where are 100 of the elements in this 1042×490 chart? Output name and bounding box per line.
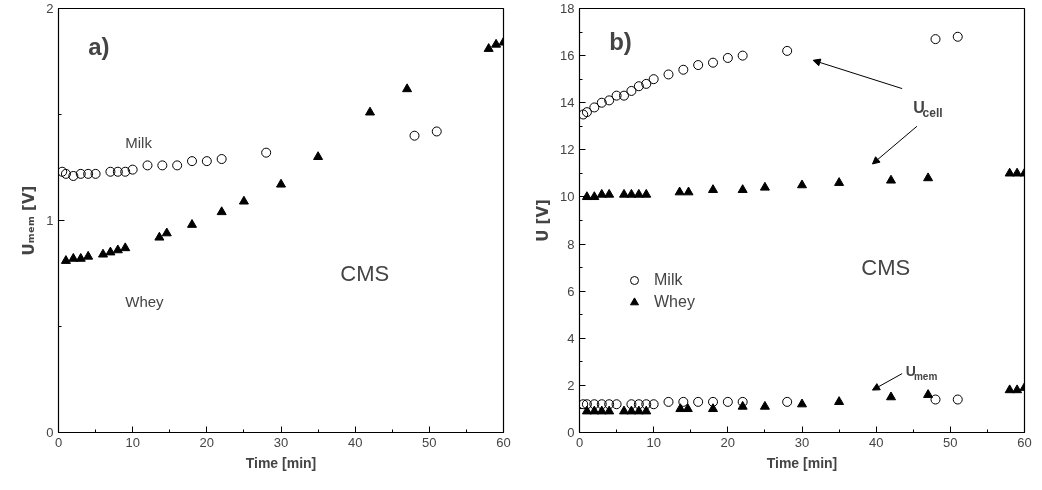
point [216,206,227,216]
point [952,31,963,42]
point [952,394,963,405]
point [201,156,212,167]
point [923,172,934,182]
x-tick-label: 50 [422,434,437,450]
x-tick-label: 60 [496,434,511,450]
y-tick-label: 8 [567,236,575,252]
point [722,52,733,63]
y-tick-label: 1 [46,213,54,228]
y-tick-label: 2 [46,1,54,16]
point [641,78,652,89]
point [157,160,168,171]
y-tick-label: 2 [567,377,575,393]
point [641,188,652,198]
x-tick-label: 30 [273,434,289,450]
point [797,398,807,408]
point [923,389,934,398]
point [596,97,607,108]
y-tick-label: 18 [560,1,575,16]
point [187,219,197,228]
point [409,130,420,141]
point [782,45,793,56]
point [431,126,442,137]
point [75,168,86,179]
point [238,195,249,205]
point [83,168,94,179]
x-axis-title: Time [min] [766,454,838,471]
point [589,405,600,415]
point [626,85,637,96]
point [674,186,685,196]
point [589,399,600,410]
x-tick-label: 40 [347,434,363,450]
point [626,399,637,410]
point [683,186,694,196]
point [187,156,197,167]
point [626,405,637,415]
point [930,394,941,405]
point [604,95,615,106]
y-tick-label: 6 [567,283,575,299]
annotation: CMS [861,255,911,281]
point [648,399,659,410]
point [491,38,502,48]
point [596,405,607,415]
point [834,177,845,186]
point [886,391,896,401]
point [161,227,172,237]
point [90,168,101,179]
point [663,396,674,407]
point [105,166,116,177]
point [604,188,615,198]
point [127,164,138,175]
point [663,69,674,80]
point [737,184,748,193]
point [120,242,131,252]
point [365,106,375,116]
y-tick-label: 4 [567,330,575,346]
point [105,246,116,256]
point [483,43,494,52]
x-axis-title: Time [min] [245,454,317,471]
point [216,154,227,165]
y-tick-label: 10 [560,189,575,205]
point [619,188,629,198]
point [633,405,644,415]
point [581,405,592,415]
point [633,188,644,198]
point [678,64,689,75]
point [693,60,704,71]
point [619,90,629,101]
point [737,50,748,61]
point [589,191,600,201]
point [737,396,748,407]
point [797,179,807,189]
y-axis-title: U [V] [534,199,553,242]
point [675,403,686,413]
point [261,147,272,158]
x-tick-label: 10 [646,434,661,450]
y-tick-label: 16 [560,48,575,64]
point [1012,384,1023,394]
point [678,396,689,407]
point [648,74,659,85]
point [611,90,622,101]
point [98,248,108,258]
point [172,160,183,171]
point [120,166,131,177]
point [737,400,748,410]
point [782,396,793,407]
point [142,160,153,171]
point [68,170,79,181]
point [75,252,86,262]
point [633,399,644,410]
point [604,399,615,410]
y-tick-label: 14 [560,95,575,111]
text: Whey [125,292,165,310]
y-axis-title: Uₘₑₘ [V] [20,185,39,256]
point [834,396,845,405]
point [596,188,607,198]
x-tick-label: 40 [868,434,884,450]
point [589,102,600,113]
point [722,396,733,407]
